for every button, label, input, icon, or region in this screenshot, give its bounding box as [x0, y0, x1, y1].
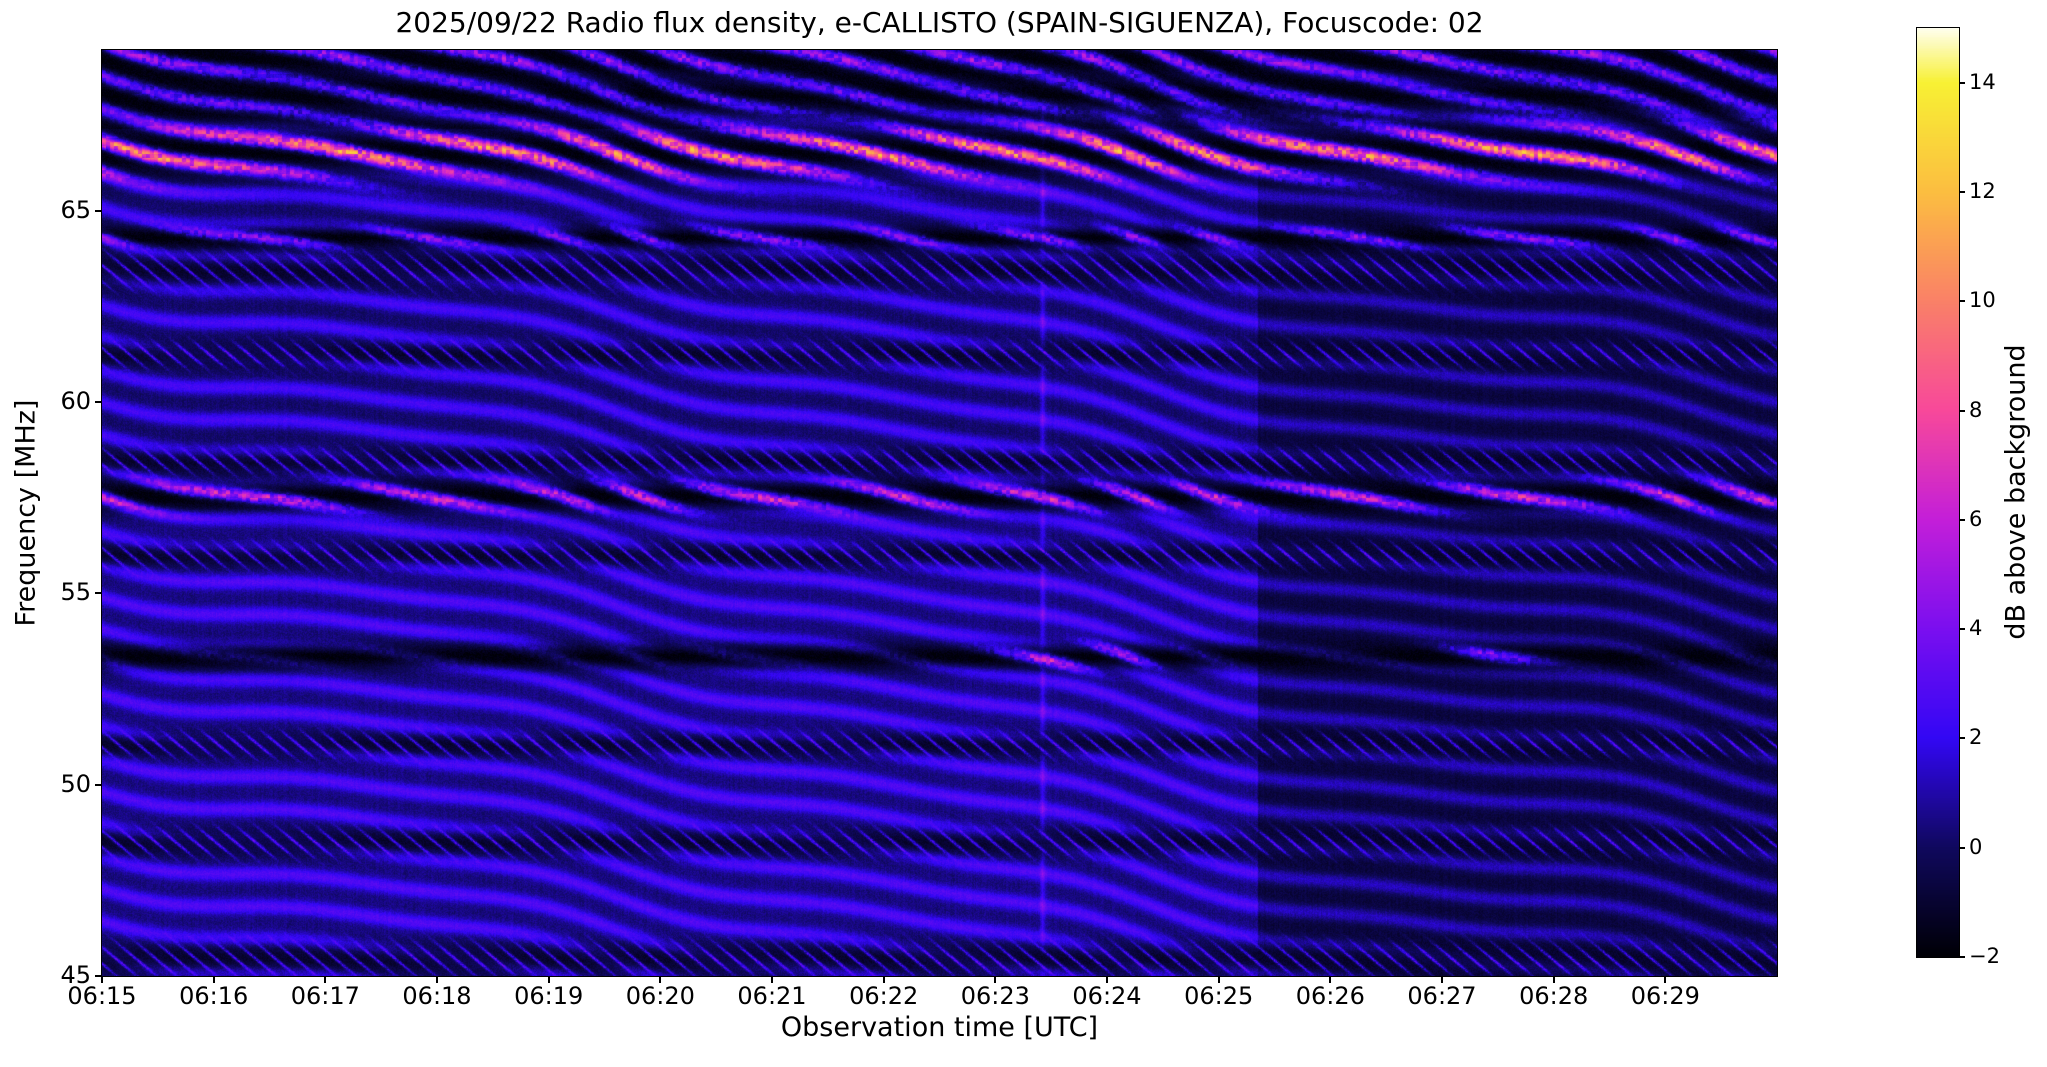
- y-tick-label: 55: [60, 578, 91, 607]
- colorbar-tick-mark: [1959, 518, 1965, 521]
- x-tick-label: 06:25: [1184, 982, 1254, 1010]
- x-tick-label: 06:19: [514, 982, 584, 1010]
- colorbar-tick-mark: [1959, 409, 1965, 412]
- spectrogram-heatmap: [102, 50, 1777, 976]
- y-tick-label: 65: [60, 195, 91, 224]
- x-tick-label: 06:29: [1630, 982, 1700, 1010]
- colorbar-label-text: dB above background: [2000, 344, 2032, 640]
- colorbar-tick-mark: [1959, 190, 1965, 193]
- plot-area: [101, 49, 1778, 977]
- x-tick-mark: [547, 976, 550, 983]
- x-tick-mark: [1329, 976, 1332, 983]
- y-tick-label: 50: [60, 769, 91, 798]
- y-tick-mark: [95, 209, 102, 212]
- colorbar-tick-label: 12: [1969, 178, 1996, 203]
- y-tick-mark: [95, 592, 102, 595]
- colorbar-tick-label: 8: [1969, 397, 1983, 422]
- x-tick-mark: [1441, 976, 1443, 983]
- colorbar: [1916, 27, 1960, 958]
- colorbar-tick-mark: [1959, 846, 1965, 849]
- colorbar-tick-label: 0: [1969, 834, 1983, 859]
- x-tick-label: 06:24: [1072, 982, 1142, 1010]
- colorbar-tick-label: 14: [1969, 69, 1996, 94]
- x-tick-mark: [771, 976, 773, 983]
- x-tick-mark: [1552, 976, 1555, 983]
- x-tick-mark: [659, 976, 662, 983]
- colorbar-tick-mark: [1959, 81, 1965, 84]
- x-tick-mark: [1664, 976, 1667, 983]
- x-tick-mark: [324, 976, 327, 983]
- x-tick-mark: [212, 976, 215, 983]
- x-tick-label: 06:16: [179, 982, 249, 1010]
- colorbar-tick-label: 4: [1969, 616, 1983, 641]
- colorbar-tick-mark: [1959, 628, 1965, 631]
- colorbar-tick-label: 10: [1969, 288, 1996, 313]
- chart-title: 2025/09/22 Radio flux density, e-CALLIST…: [395, 6, 1484, 39]
- colorbar-tick-mark: [1959, 300, 1965, 303]
- x-tick-label: 06:27: [1407, 982, 1477, 1010]
- x-tick-mark: [436, 976, 438, 983]
- x-tick-label: 06:18: [402, 982, 472, 1010]
- x-axis-label: Observation time [UTC]: [780, 1012, 1099, 1043]
- colorbar-gradient: [1917, 28, 1959, 957]
- x-tick-mark: [101, 976, 103, 983]
- colorbar-tick-label: 6: [1969, 506, 1983, 531]
- y-tick-mark: [95, 975, 102, 977]
- x-tick-label: 06:26: [1295, 982, 1365, 1010]
- x-tick-label: 06:22: [849, 982, 919, 1010]
- y-tick-label: 45: [60, 961, 91, 989]
- y-tick-mark: [95, 783, 102, 786]
- x-tick-mark: [882, 976, 885, 983]
- y-axis-label-text: Frequency [MHz]: [10, 399, 42, 627]
- colorbar-tick-label: 2: [1969, 725, 1983, 750]
- colorbar-tick-mark: [1959, 737, 1965, 740]
- x-tick-label: 06:23: [960, 982, 1030, 1010]
- x-tick-label: 06:20: [625, 982, 695, 1010]
- x-tick-label: 06:15: [67, 982, 137, 1010]
- x-tick-mark: [1217, 976, 1220, 983]
- x-tick-label: 06:28: [1519, 982, 1589, 1010]
- x-tick-mark: [1106, 976, 1108, 983]
- colorbar-tick-label: −2: [1969, 944, 2000, 968]
- colorbar-tick-mark: [1959, 956, 1965, 958]
- x-tick-label: 06:17: [290, 982, 360, 1010]
- y-tick-mark: [95, 401, 102, 404]
- y-tick-label: 60: [60, 387, 91, 416]
- x-tick-mark: [994, 976, 997, 983]
- x-tick-label: 06:21: [737, 982, 807, 1010]
